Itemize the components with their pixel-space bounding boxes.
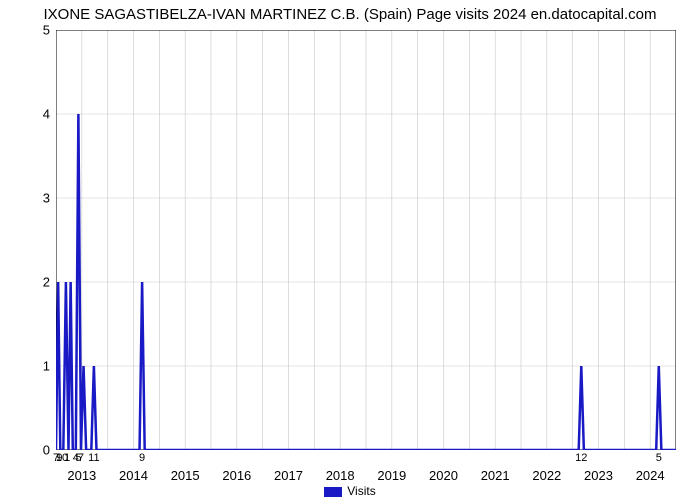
x-minor-label: 7 (78, 452, 84, 464)
x-year-label: 2022 (532, 468, 561, 483)
x-year-label: 2017 (274, 468, 303, 483)
x-minor-label: 9 (139, 452, 145, 464)
x-year-label: 2024 (636, 468, 665, 483)
x-minor-label: 1 (64, 452, 70, 464)
y-tick-label: 1 (10, 359, 50, 374)
x-year-label: 2014 (119, 468, 148, 483)
legend-label: Visits (347, 484, 375, 498)
y-tick-label: 3 (10, 191, 50, 206)
x-minor-label: 11 (88, 452, 99, 464)
y-tick-label: 2 (10, 275, 50, 290)
y-tick-label: 4 (10, 107, 50, 122)
x-year-label: 2016 (222, 468, 251, 483)
x-year-label: 2020 (429, 468, 458, 483)
y-tick-label: 5 (10, 23, 50, 38)
chart-plot-area (56, 30, 676, 450)
chart-svg (56, 30, 676, 450)
chart-title: IXONE SAGASTIBELZA-IVAN MARTINEZ C.B. (S… (0, 6, 700, 23)
x-year-label: 2018 (326, 468, 355, 483)
x-year-label: 2023 (584, 468, 613, 483)
x-minor-label: 5 (656, 452, 662, 464)
x-minor-label: 12 (575, 452, 587, 464)
x-year-label: 2015 (171, 468, 200, 483)
chart-legend: Visits (0, 484, 700, 498)
chart-container: IXONE SAGASTIBELZA-IVAN MARTINEZ C.B. (S… (0, 0, 700, 500)
legend-swatch-icon (324, 487, 342, 497)
y-tick-label: 0 (10, 443, 50, 458)
x-year-label: 2019 (377, 468, 406, 483)
x-year-label: 2021 (481, 468, 510, 483)
x-year-label: 2013 (67, 468, 96, 483)
